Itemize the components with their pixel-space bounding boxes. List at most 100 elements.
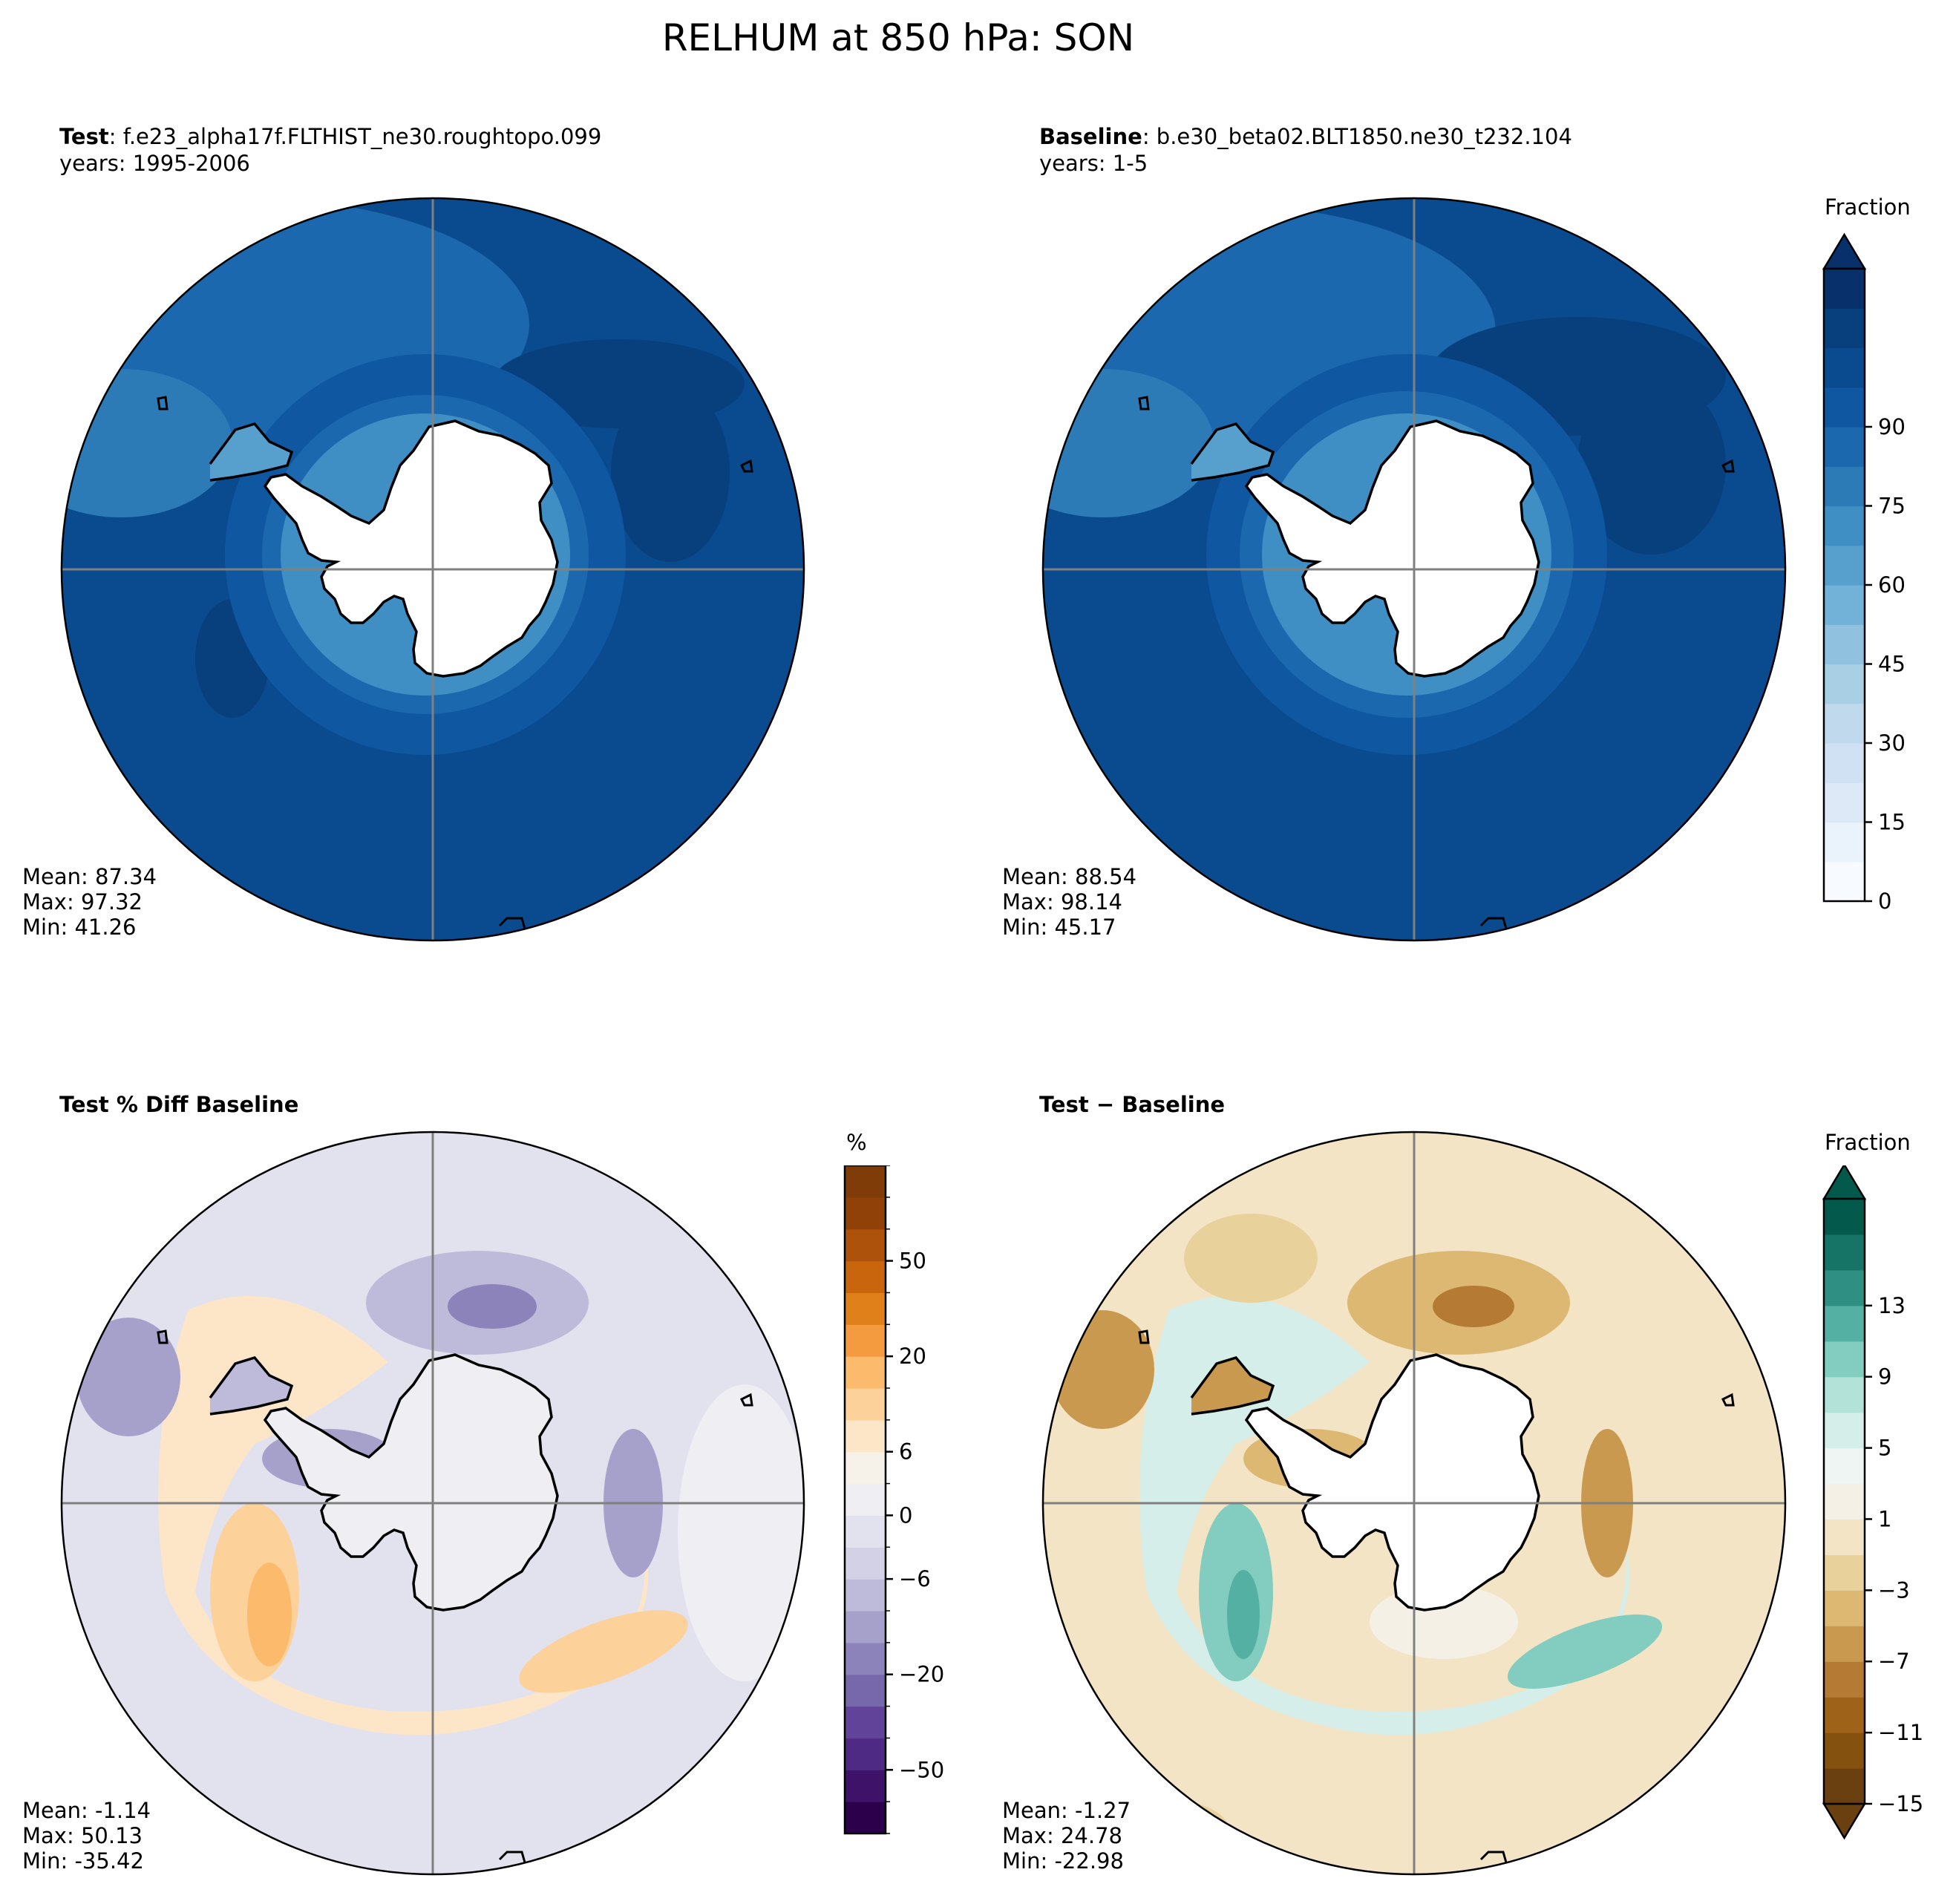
colorbar-swatch: [845, 1324, 886, 1357]
colorbar-swatch: [845, 1770, 886, 1802]
colorbar-swatch: [1824, 1661, 1865, 1698]
colorbar-extension-max: [1822, 1165, 1867, 1200]
colorbar-diff: −15 −11 −7 −3 1 5 9 13: [1822, 1165, 1923, 1840]
stat-max: Max: 50.13: [22, 1823, 143, 1848]
colorbar-swatch: [845, 1292, 886, 1325]
colorbar-tick-label: −3: [1878, 1577, 1910, 1603]
colorbar-swatch: [1824, 861, 1865, 902]
stat-max: Max: 24.78: [1002, 1823, 1122, 1848]
colorbar-swatch: [845, 1642, 886, 1675]
colorbar-tick-label: 30: [1878, 730, 1906, 756]
field-patch: [1433, 1286, 1514, 1327]
field-patch: [76, 1318, 180, 1436]
colorbar-swatch: [845, 1260, 886, 1294]
colorbar-tick-label: 0: [899, 1502, 912, 1528]
panel-test-title: Test: f.e23_alpha17f.FLTHIST_ne30.rought…: [59, 123, 601, 177]
colorbar-tick-label: 1: [1878, 1506, 1891, 1531]
panel-test-case-name: : f.e23_alpha17f.FLTHIST_ne30.roughtopo.…: [108, 124, 602, 149]
colorbar-pct: −50 −20 −6 0 6 20 50: [843, 1165, 944, 1835]
colorbar-swatch: [845, 1229, 886, 1262]
field-patch: [1050, 1310, 1154, 1429]
colorbar-swatch: [845, 1515, 886, 1548]
panel-test-title-label: Test: [59, 124, 109, 149]
colorbar-swatch: [1824, 1447, 1865, 1485]
colorbar-swatch: [1824, 1768, 1865, 1805]
stat-min: Min: 45.17: [1002, 915, 1116, 940]
colorbar-swatch: [1824, 1733, 1865, 1769]
map-boundary: [60, 1131, 805, 1876]
colorbar-swatch: [1824, 585, 1865, 625]
colorbar-swatch: [1824, 1269, 1865, 1306]
map-boundary: [1041, 197, 1787, 942]
field-patch: [1227, 1570, 1260, 1659]
colorbar-swatch: [845, 1483, 886, 1517]
colorbar-tick-label: −7: [1878, 1649, 1910, 1674]
colorbar-swatch: [1824, 782, 1865, 823]
colorbar-tick-label: 20: [899, 1344, 926, 1369]
figure-title: RELHUM at 850 hPa: SON: [661, 16, 1135, 59]
colorbar-swatch: [1824, 545, 1865, 586]
colorbar-frame: [843, 1165, 887, 1835]
colorbar-diff-label: Fraction: [1825, 1130, 1911, 1155]
field-patch: [611, 384, 730, 562]
colorbar-swatch: [845, 1451, 886, 1485]
colorbar-tick-label: −50: [899, 1757, 944, 1782]
field-patch: [1184, 1214, 1318, 1303]
colorbar-swatch: [1824, 1305, 1865, 1342]
panel-diff-title: Test − Baseline: [1039, 1091, 1225, 1118]
colorbar-tick-label: 9: [1878, 1364, 1891, 1390]
colorbar-swatch: [1824, 703, 1865, 744]
colorbar-swatch: [845, 1197, 886, 1230]
colorbar-swatch: [845, 1706, 886, 1739]
stat-max: Max: 97.32: [22, 889, 143, 915]
stat-mean: Mean: 88.54: [1002, 864, 1137, 889]
panel-test-stats: Mean: 87.34 Max: 97.32 Min: 41.26: [22, 864, 157, 940]
colorbar-swatch: [1824, 1519, 1865, 1556]
colorbar-swatch: [1824, 743, 1865, 783]
colorbar-swatch: [1824, 624, 1865, 665]
colorbar-tick-label: 6: [899, 1439, 912, 1465]
colorbar-abs: 0 15 30 45 60 75 90: [1822, 232, 1906, 914]
panel-test-map: [60, 197, 805, 942]
field-positive-band: [158, 1296, 648, 1735]
stat-mean: Mean: 87.34: [22, 864, 157, 889]
colorbar-tick-label: 50: [899, 1249, 926, 1274]
stat-min: Min: -35.42: [22, 1848, 144, 1874]
colorbar-tick-label: 60: [1878, 572, 1906, 598]
colorbar-tick-label: 45: [1878, 652, 1906, 677]
colorbar-swatch: [845, 1579, 886, 1612]
field-patch: [519, 1610, 688, 1693]
colorbar-extension-max: [1822, 232, 1867, 270]
colorbar-swatch: [1824, 269, 1865, 309]
colorbar-abs-label: Fraction: [1825, 194, 1911, 220]
colorbar-tick-label: −15: [1878, 1791, 1923, 1816]
colorbar-pct-label: %: [846, 1130, 867, 1155]
colorbar-swatch: [1824, 1483, 1865, 1520]
stat-mean: Mean: -1.27: [1002, 1798, 1131, 1823]
colorbar-swatch: [845, 1388, 886, 1421]
colorbar-tick-label: −6: [899, 1566, 931, 1591]
panel-test-years: years: 1995-2006: [59, 151, 250, 176]
colorbar-tick-label: 13: [1878, 1293, 1906, 1318]
field-patch: [448, 1284, 537, 1329]
colorbar-swatch: [1824, 308, 1865, 349]
colorbar-swatch: [845, 1165, 886, 1198]
colorbar-swatch: [1824, 1341, 1865, 1378]
colorbar-frame: [1822, 1197, 1866, 1805]
colorbar-swatch: [1824, 506, 1865, 546]
colorbar-swatch: [1824, 1590, 1865, 1626]
colorbar-swatch: [1824, 1626, 1865, 1662]
field-patch: [678, 1384, 804, 1681]
panel-baseline-years: years: 1-5: [1039, 151, 1148, 176]
colorbar-tick-label: 75: [1878, 494, 1906, 519]
stat-min: Min: 41.26: [22, 915, 137, 940]
colorbar-swatch: [1824, 1697, 1865, 1733]
colorbar-swatch: [845, 1802, 886, 1834]
colorbar-tick-label: 0: [1878, 889, 1891, 914]
colorbar-swatch: [845, 1738, 886, 1770]
colorbar-swatch: [1824, 1234, 1865, 1271]
panel-baseline-case-name: : b.e30_beta02.BLT1850.ne30_t232.104: [1142, 124, 1572, 149]
colorbar-tick-label: 90: [1878, 414, 1906, 439]
colorbar-swatch: [1824, 1376, 1865, 1413]
panel-baseline-title: Baseline: b.e30_beta02.BLT1850.ne30_t232…: [1039, 123, 1572, 177]
